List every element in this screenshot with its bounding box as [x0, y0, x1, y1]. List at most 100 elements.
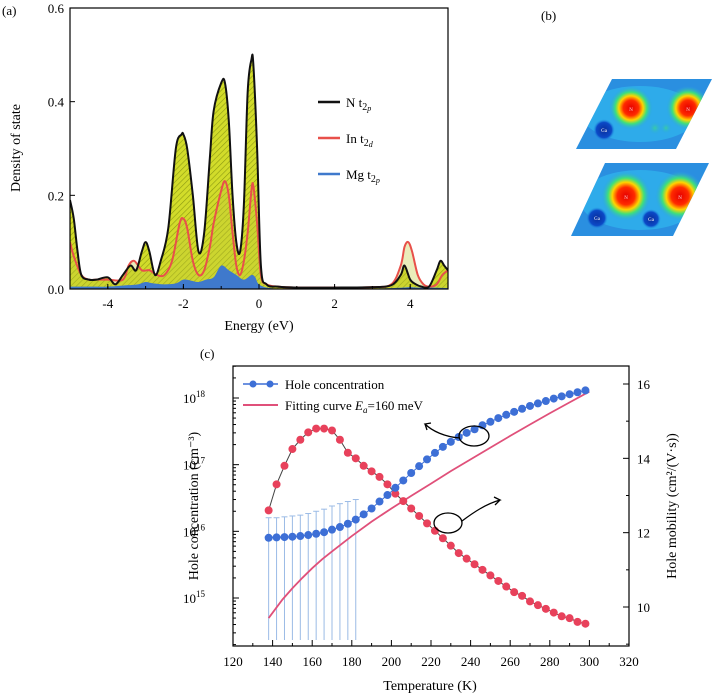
transport-x-tick-label: 180	[342, 654, 362, 669]
mobility-point	[502, 582, 511, 591]
legend-fit-value: =160 meV	[368, 398, 424, 413]
concentration-point	[399, 476, 408, 485]
atom-label-n: N	[686, 108, 690, 113]
concentration-point	[288, 532, 297, 541]
legend-text-concentration: Hole concentration	[285, 377, 385, 392]
legend-mg-sub: 2	[371, 174, 376, 185]
mobility-point	[375, 472, 384, 481]
dos-x-tick-label: 4	[407, 296, 414, 311]
legend-n-subsub: p	[366, 104, 371, 113]
dos-x-tick-label: 2	[331, 296, 338, 311]
mobility-point	[533, 601, 542, 610]
legend-mg-subsub: p	[375, 176, 380, 185]
transport-y-axis-label-left: Hole concentration (cm⁻³)	[187, 431, 202, 580]
mobility-point	[415, 511, 424, 520]
panel-label-a: (a)	[2, 3, 16, 18]
concentration-point	[320, 528, 329, 537]
concentration-point	[462, 428, 471, 437]
concentration-point	[367, 504, 376, 513]
legend-in-sub: 2	[364, 138, 369, 149]
transport-right-tick-label: 14	[637, 451, 651, 466]
concentration-point	[328, 525, 336, 534]
concentration-point	[280, 533, 289, 542]
mobility-point	[549, 608, 558, 617]
concentration-point	[351, 515, 360, 524]
mobility-point	[383, 480, 392, 489]
concentration-point	[502, 410, 511, 419]
concentration-point	[423, 455, 432, 464]
concentration-point	[470, 425, 479, 434]
concentration-point	[526, 401, 534, 410]
transport-left-tick-label: 1015	[183, 589, 206, 606]
transport-left-tick-label: 1018	[183, 389, 206, 406]
dos-plot-area	[70, 53, 448, 289]
mobility-point	[312, 424, 321, 433]
mobility-point	[494, 576, 503, 585]
dos-x-tick-label: 0	[256, 296, 263, 311]
mobility-point	[430, 526, 439, 535]
arrow-to-right-axis	[461, 496, 502, 522]
mobility-series	[264, 424, 590, 628]
concentration-point	[296, 532, 305, 541]
n-t2p-line	[70, 53, 448, 289]
legend-item-in-t2d: In t2d	[318, 131, 374, 149]
mobility-point	[518, 591, 527, 600]
mobility-point	[541, 604, 550, 613]
legend-fit-prefix: Fitting curve	[285, 398, 355, 413]
dos-x-tick-label: -4	[102, 296, 113, 311]
concentration-point	[272, 533, 281, 542]
concentration-error-bars	[265, 499, 359, 640]
transport-x-tick-label: 200	[382, 654, 402, 669]
dos-y-tick-label: 0.6	[48, 1, 65, 16]
mobility-point	[573, 617, 582, 626]
transport-right-tick-label: 12	[637, 526, 650, 541]
mobility-point	[320, 424, 329, 433]
concentration-point	[541, 397, 550, 406]
transport-left-tick-label: 1016	[183, 522, 206, 539]
legend-text-fit: Fitting curve Ea=160 meV	[285, 398, 423, 415]
concentration-point	[407, 468, 416, 477]
legend-text-n-t2p: N t2p	[346, 95, 371, 113]
mobility-point	[391, 489, 400, 498]
legend-marker-concentration	[249, 380, 257, 388]
mobility-point	[462, 554, 471, 563]
mobility-point	[446, 541, 455, 550]
transport-left-tick-label: 1017	[183, 456, 206, 473]
mobility-point	[399, 497, 408, 506]
legend-n-sub: 2	[362, 102, 367, 113]
concentration-point	[581, 386, 590, 395]
mobility-point	[272, 480, 281, 489]
transport-x-tick-label: 280	[540, 654, 560, 669]
concentration-point	[533, 399, 542, 408]
mobility-point	[296, 435, 305, 444]
concentration-point	[446, 437, 455, 446]
concentration-point	[430, 448, 439, 457]
transport-axis-ticks: 120 140 160 180 200 220 240 260 280 300 3201015101…	[183, 365, 651, 669]
ga-atom	[593, 119, 615, 141]
transport-x-tick-label: 120	[223, 654, 243, 669]
atom-label-n: N	[629, 108, 633, 113]
dos-y-axis-label: Density of state	[9, 104, 24, 192]
mobility-point	[454, 549, 463, 558]
mobility-point	[359, 461, 368, 470]
arrow-to-left-axis	[423, 422, 461, 439]
transport-x-tick-label: 140	[263, 654, 283, 669]
atom-label-ga: Ga	[594, 217, 601, 222]
concentration-point	[573, 388, 582, 397]
transport-x-tick-label: 220	[421, 654, 441, 669]
dos-x-tick-label: -2	[178, 296, 189, 311]
atom-blob	[609, 86, 653, 130]
mobility-point	[351, 454, 360, 463]
mobility-point	[367, 467, 376, 476]
mobility-point	[264, 506, 273, 515]
concentration-point	[557, 392, 566, 401]
mobility-point	[280, 461, 289, 470]
concentration-point	[312, 529, 321, 538]
transport-x-tick-label: 300	[580, 654, 600, 669]
dos-legend: N t2p In t2d Mg t2p	[318, 95, 380, 185]
mobility-point	[343, 448, 352, 457]
in-t2d-line	[70, 180, 448, 289]
concentration-point	[383, 491, 392, 500]
mobility-point	[478, 565, 487, 574]
